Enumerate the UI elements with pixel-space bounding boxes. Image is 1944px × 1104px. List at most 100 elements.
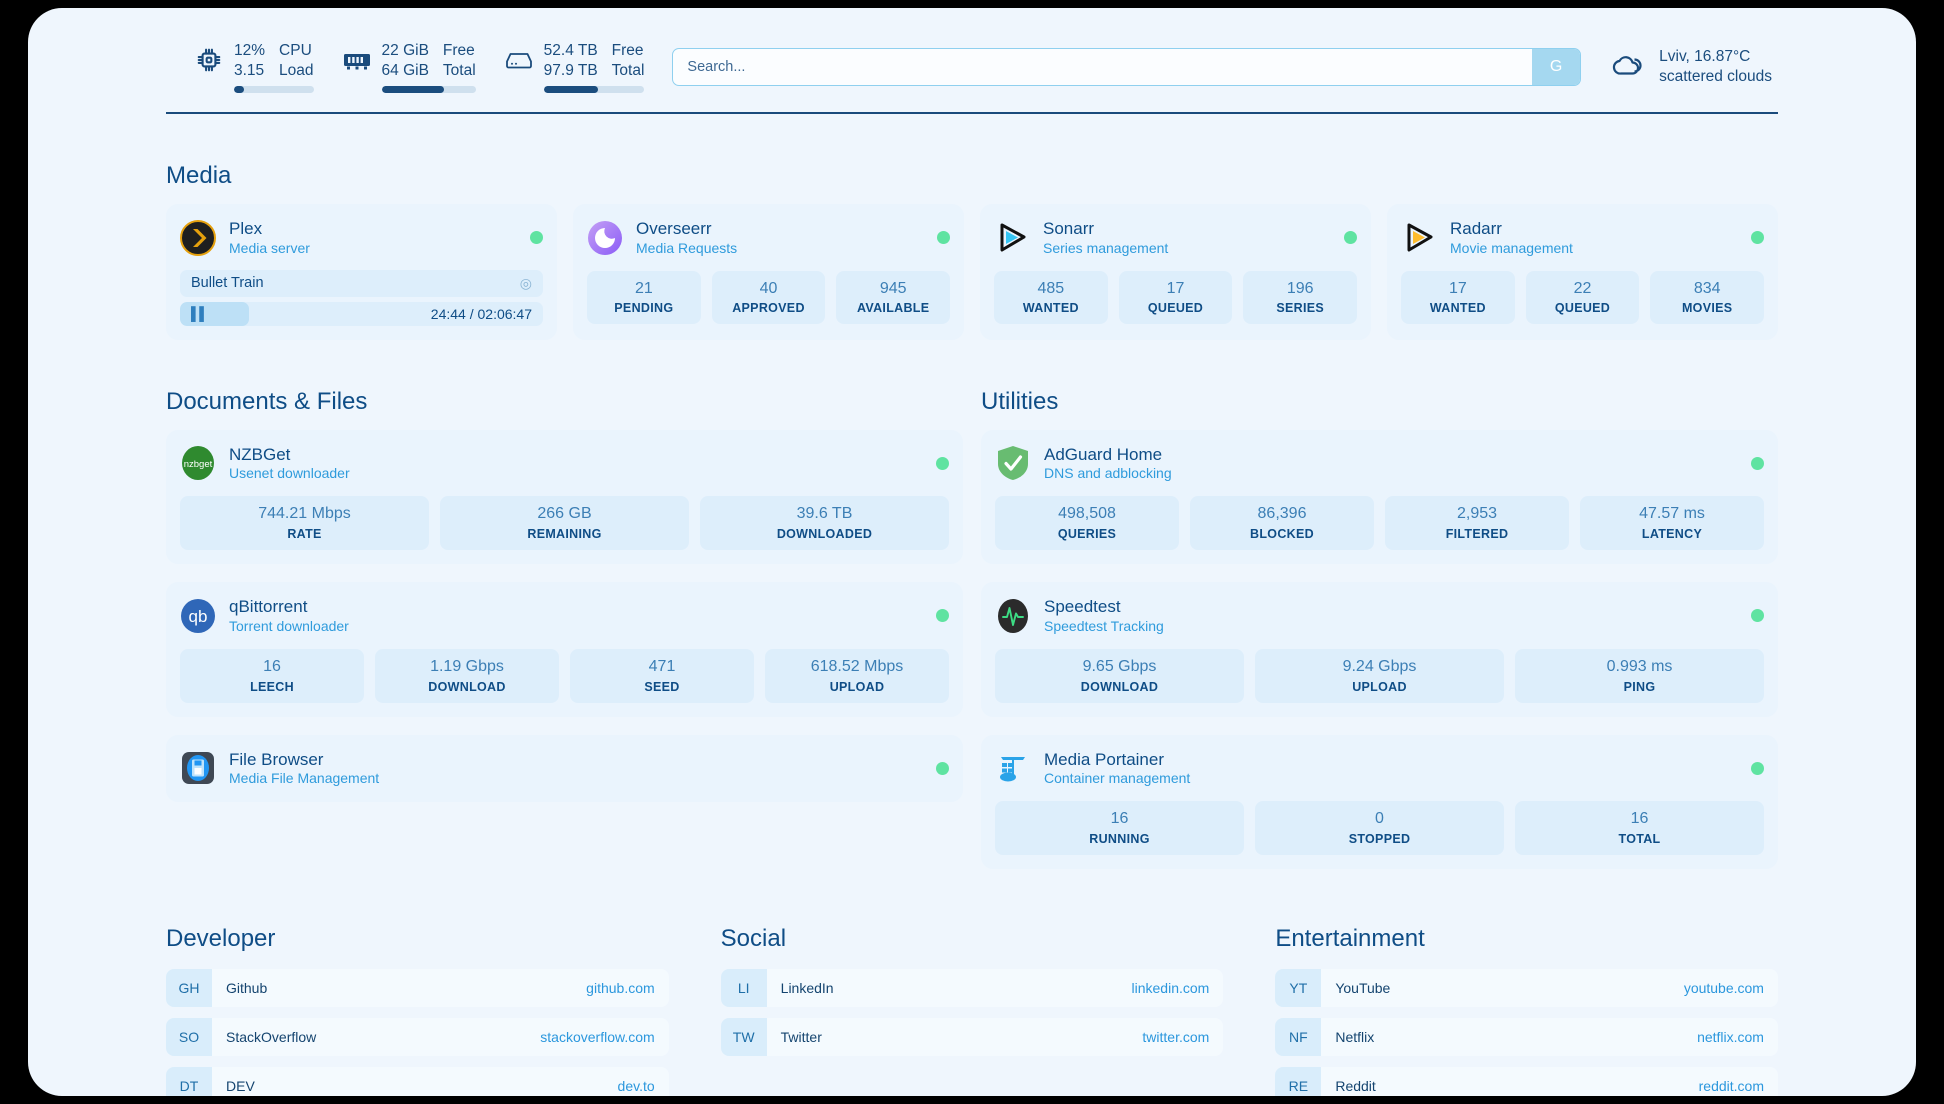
service-card-radarr[interactable]: Radarr Movie management 17 WANTED 22 QUE… — [1387, 204, 1778, 340]
bookmark-group-title: Developer — [166, 925, 276, 953]
stat-item: 196 SERIES — [1243, 270, 1358, 325]
bookmark-url: stackoverflow.com — [540, 1029, 655, 1046]
service-card-media-portainer[interactable]: Media Portainer Container management 16 … — [981, 734, 1778, 870]
stat-item: 1.19 Gbps DOWNLOAD — [375, 648, 559, 703]
playback-progress-bar[interactable]: ▌▌ 24:44 / 02:06:47 — [180, 301, 543, 326]
status-indicator — [936, 456, 949, 470]
stat-value: 0.993 ms — [1606, 657, 1673, 675]
stat-value: 945 — [879, 279, 907, 297]
bookmark-item[interactable]: GH Github github.com — [166, 969, 669, 1008]
service-card-nzbget[interactable]: nzbget NZBGet Usenet downloader 744.21 M… — [166, 429, 963, 565]
bookmark-item[interactable]: NF Netflix netflix.com — [1275, 1018, 1778, 1057]
service-card-file-browser[interactable]: File Browser Media File Management — [166, 734, 963, 803]
bookmark-item[interactable]: TW Twitter twitter.com — [720, 1018, 1224, 1057]
stat-value: 16 — [1630, 810, 1649, 828]
disk-usage-bar — [543, 86, 645, 94]
bookmark-item[interactable]: DT DEV dev.to — [166, 1067, 669, 1096]
bookmark-abbr: TW — [720, 1018, 767, 1057]
service-name: Radarr — [1450, 219, 1502, 238]
bookmarks-section: Developer GH Github github.com SO StackO… — [166, 925, 1778, 1096]
stat-value: 16 — [263, 657, 281, 675]
stat-label: DOWNLOADED — [776, 527, 873, 542]
stat-value: 17 — [1448, 279, 1467, 297]
stat-label: RATE — [287, 527, 322, 542]
stat-item: 945 AVAILABLE — [836, 270, 951, 325]
section-title-documents: Documents & Files — [166, 387, 368, 415]
service-name: Plex — [229, 219, 263, 238]
stat-label: APPROVED — [732, 301, 805, 316]
bookmark-group-title: Social — [720, 925, 787, 953]
stat-group: 498,508 QUERIES 86,396 BLOCKED 2,953 FIL… — [995, 496, 1764, 551]
service-card-sonarr[interactable]: Sonarr Series management 485 WANTED 17 Q… — [980, 204, 1371, 340]
service-desc: Media Requests — [636, 239, 738, 256]
bookmark-url: netflix.com — [1697, 1029, 1764, 1046]
stat-value: 17 — [1166, 279, 1185, 297]
utilities-card-list: AdGuard Home DNS and adblocking 498,508 … — [981, 429, 1778, 870]
stat-value: 86,396 — [1257, 505, 1307, 523]
service-name: Sonarr — [1043, 219, 1095, 238]
cpu-usage-bar — [234, 86, 314, 94]
memory-usage-bar — [381, 86, 476, 94]
service-card-adguard-home[interactable]: AdGuard Home DNS and adblocking 498,508 … — [981, 429, 1778, 565]
adguard-shield-icon — [995, 445, 1031, 481]
bookmark-item[interactable]: YT YouTube youtube.com — [1275, 969, 1778, 1008]
search-bar[interactable]: G — [672, 48, 1582, 86]
pause-icon[interactable]: ▌▌ — [191, 306, 208, 322]
weather-widget: Lviv, 16.87°C scattered clouds — [1609, 47, 1778, 87]
widget-memory: 22 GiB 64 GiB Free Total — [342, 41, 476, 94]
file-browser-icon — [180, 750, 216, 786]
documents-card-list: nzbget NZBGet Usenet downloader 744.21 M… — [166, 429, 963, 803]
memory-labels: Free Total — [442, 41, 476, 79]
stat-label: UPLOAD — [829, 679, 885, 694]
cpu-values: 12% 3.15 — [234, 41, 266, 79]
stat-value: 485 — [1037, 279, 1065, 297]
stat-label: UPLOAD — [1352, 679, 1407, 694]
status-indicator — [937, 231, 950, 245]
bookmark-item[interactable]: SO StackOverflow stackoverflow.com — [166, 1018, 669, 1057]
now-playing-title: Bullet Train — [191, 275, 264, 292]
bookmark-abbr: RE — [1275, 1067, 1322, 1096]
service-desc: Container management — [1044, 770, 1191, 787]
stat-label: LEECH — [250, 679, 294, 694]
service-desc: Series management — [1043, 239, 1169, 256]
service-desc: Usenet downloader — [229, 465, 350, 482]
cloud-icon — [1609, 52, 1647, 82]
service-name: Media Portainer — [1044, 749, 1165, 769]
stat-value: 40 — [759, 279, 778, 297]
service-card-speedtest[interactable]: Speedtest Speedtest Tracking 9.65 Gbps D… — [981, 582, 1778, 717]
status-indicator — [936, 609, 949, 623]
stat-value: 47.57 ms — [1639, 505, 1705, 523]
search-submit-button[interactable]: G — [1532, 49, 1581, 85]
bookmark-item[interactable]: LI LinkedIn linkedin.com — [720, 969, 1224, 1008]
service-card-qbittorrent[interactable]: qb qBittorrent Torrent downloader 16 LEE… — [166, 582, 963, 717]
bookmark-name: Twitter — [780, 1029, 822, 1046]
service-name: Speedtest — [1044, 597, 1121, 617]
stat-group: 21 PENDING 40 APPROVED 945 AVAILABLE — [587, 270, 951, 325]
stat-item: 47.57 ms LATENCY — [1580, 496, 1764, 551]
status-indicator — [530, 231, 543, 245]
service-card-overseerr[interactable]: Overseerr Media Requests 21 PENDING 40 A… — [573, 204, 964, 340]
stat-value: 0 — [1375, 810, 1384, 828]
bookmark-url: github.com — [586, 980, 655, 997]
header-bar: 12% 3.15 CPU Load — [166, 36, 1778, 98]
stat-value: 2,953 — [1456, 505, 1498, 523]
stat-value: 1.19 Gbps — [430, 657, 504, 675]
service-card-plex[interactable]: Plex Media server Bullet Train ◎ ▌▌ 24:4… — [166, 204, 557, 340]
portainer-icon — [995, 750, 1031, 786]
stat-item: 9.65 Gbps DOWNLOAD — [995, 648, 1244, 703]
cast-icon[interactable]: ◎ — [519, 274, 532, 291]
bookmark-group-social: Social LI LinkedIn linkedin.com TW Twitt… — [720, 925, 1224, 1096]
service-name: AdGuard Home — [1044, 444, 1163, 464]
service-desc: Media File Management — [229, 770, 380, 787]
bookmark-item[interactable]: RE Reddit reddit.com — [1275, 1067, 1778, 1096]
stat-label: QUEUED — [1554, 301, 1611, 316]
disk-icon — [504, 45, 534, 75]
stat-item: 16 TOTAL — [1515, 801, 1764, 856]
stat-item: 618.52 Mbps UPLOAD — [765, 648, 949, 703]
search-input[interactable] — [673, 49, 1533, 85]
stat-value: 16 — [1110, 810, 1129, 828]
nzbget-icon: nzbget — [180, 445, 216, 481]
now-playing: Bullet Train ◎ ▌▌ 24:44 / 02:06:47 — [180, 269, 543, 326]
status-indicator — [1751, 231, 1764, 245]
stat-value: 498,508 — [1058, 505, 1116, 523]
